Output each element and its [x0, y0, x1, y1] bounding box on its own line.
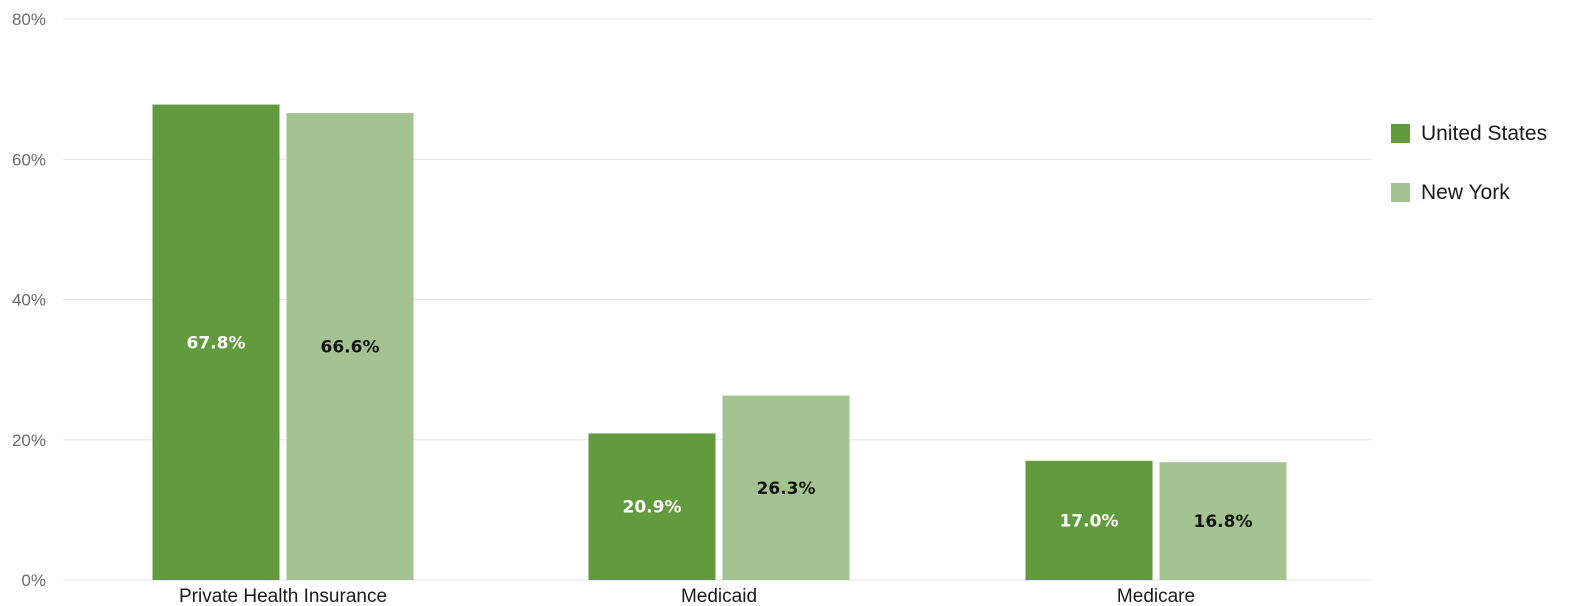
data-label-new-york: 26.3%: [757, 479, 816, 499]
y-tick-label: 40%: [12, 291, 46, 310]
x-category-label: Medicare: [1117, 586, 1195, 606]
data-labels: 67.8% 66.6% 20.9% 26.3% 17.0% 16.8%: [187, 333, 1253, 532]
legend-label-new-york: New York: [1421, 181, 1510, 204]
legend-swatch-new-york: [1391, 183, 1410, 202]
bar-united-states: [588, 433, 716, 580]
gridlines: [63, 18, 1373, 581]
bars: [152, 104, 1287, 581]
x-category-label: Private Health Insurance: [179, 586, 387, 606]
bar-new-york: [1159, 462, 1287, 580]
bar-new-york: [722, 395, 850, 580]
legend-label-united-states: United States: [1421, 122, 1547, 145]
bar-united-states: [152, 104, 280, 581]
y-tick-label: 20%: [12, 431, 46, 450]
data-label-new-york: 16.8%: [1194, 512, 1253, 532]
x-category-label: Medicaid: [681, 586, 757, 606]
y-tick-label: 60%: [12, 150, 46, 169]
data-label-united-states: 17.0%: [1060, 511, 1119, 531]
legend: United States New York: [1391, 122, 1547, 204]
data-label-united-states: 67.8%: [187, 333, 246, 353]
y-tick-label: 80%: [12, 10, 46, 29]
legend-swatch-united-states: [1391, 124, 1410, 143]
y-tick-label: 0%: [21, 571, 46, 590]
data-label-new-york: 66.6%: [321, 337, 380, 357]
bar-united-states: [1025, 460, 1153, 580]
bar-new-york: [286, 112, 414, 580]
axes: 0% 20% 40% 60% 80% Private Health Insurance Me…: [12, 10, 1195, 606]
data-label-united-states: 20.9%: [623, 498, 682, 518]
